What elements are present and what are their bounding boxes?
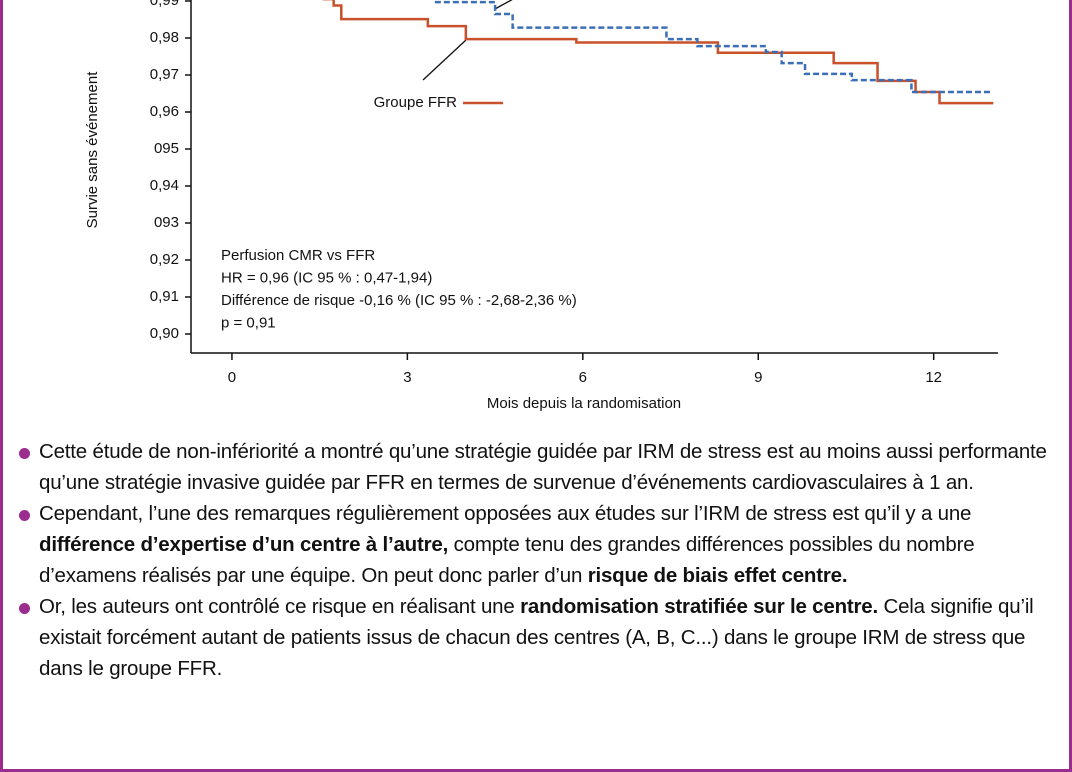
x-axis-label: Mois depuis la randomisation [487, 395, 681, 412]
text: Or, les auteurs ont contrôlé ce risque e… [39, 595, 521, 618]
annotation: Perfusion CMR vs FFR [221, 247, 375, 264]
x-tick-label: 3 [403, 369, 411, 386]
text: Cette étude de non-infériorité a montré … [39, 440, 1047, 494]
y-tick-label: 0,90 [150, 325, 179, 342]
y-tick-label: 095 [154, 140, 179, 157]
y-tick-label: 0,91 [150, 288, 179, 305]
series-line [434, 0, 991, 94]
x-tick-label: 0 [228, 369, 236, 386]
x-tick-label: 12 [925, 369, 942, 386]
legend-label: Groupe FFR [374, 94, 458, 111]
bold-text: randomisation stratifiée sur le centre. [520, 595, 878, 618]
y-tick-label: 0,98 [150, 29, 179, 46]
text: compte tenu des grandes différences poss… [39, 533, 975, 587]
chart: Mois depuis la randomisation Survie sans… [84, 0, 998, 412]
bullet: Cette étude de non-infériorité a montré … [17, 436, 1063, 498]
bullet: Cependant, l’une des remarques régulière… [17, 498, 1063, 591]
series-line [322, 0, 994, 105]
bold-text: risque de biais effet centre. [587, 564, 848, 587]
text: Cela signifie qu’il existait forcément a… [39, 595, 1034, 680]
y-tick-label: 0,94 [150, 177, 179, 194]
bullet: Or, les auteurs ont contrôlé ce risque e… [17, 591, 1063, 684]
y-axis-label: Survie sans événement [84, 71, 101, 229]
leader-line [494, 0, 513, 10]
x-tick-label: 9 [754, 369, 762, 386]
y-tick-label: 0,99 [150, 0, 179, 9]
leader-line [422, 39, 467, 81]
annotation: HR = 0,96 (IC 95 % : 0,47-1,94) [221, 269, 432, 286]
bullet-list: Cette étude de non-infériorité a montré … [17, 436, 1063, 684]
bold-text: différence d’expertise d’un centre à l’a… [39, 533, 449, 556]
x-tick-label: 6 [579, 369, 587, 386]
y-tick-label: 0,92 [150, 251, 179, 268]
y-tick-label: 0,96 [150, 103, 179, 120]
y-tick-label: 0,97 [150, 66, 179, 83]
y-tick-label: 093 [154, 214, 179, 231]
annotation: Différence de risque -0,16 % (IC 95 % : … [221, 292, 577, 309]
annotation: p = 0,91 [221, 314, 276, 331]
text: Cependant, l’une des remarques régulière… [39, 502, 972, 525]
